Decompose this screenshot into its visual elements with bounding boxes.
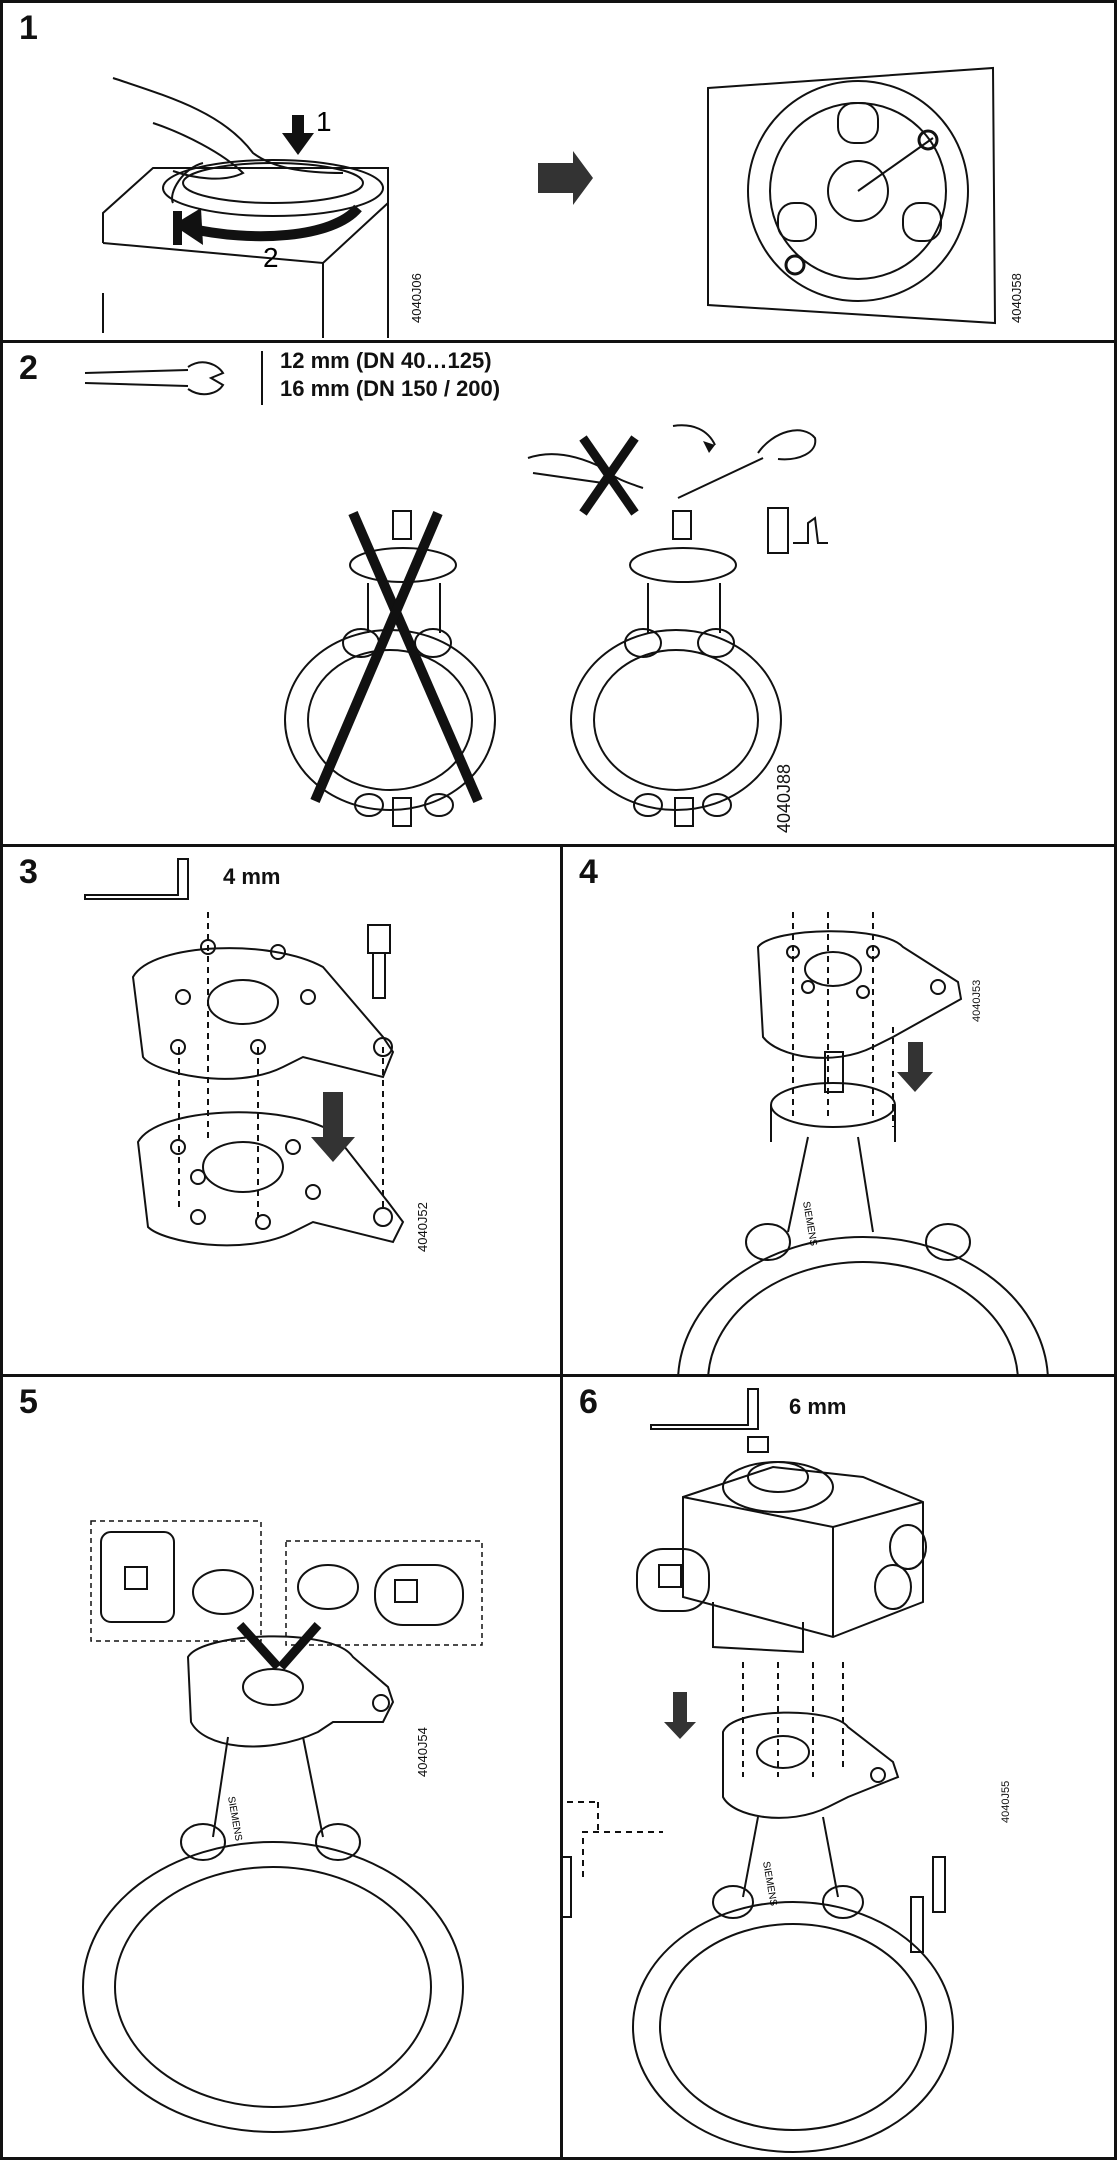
brand-stamp: SIEMENS	[760, 1861, 779, 1908]
wrench-hand-icon	[672, 424, 817, 499]
step-3-code: 4040J52	[415, 1202, 430, 1252]
step-5-panel: 5 SIEMENS 4040J54	[0, 1374, 563, 2160]
adapter-plate-icon	[131, 939, 395, 1080]
valve-flange-plate-icon	[136, 1111, 405, 1247]
step-6-tool-size: 6 mm	[789, 1394, 847, 1419]
step-6-number: 6	[579, 1383, 598, 1421]
screw-icon	[563, 1856, 946, 1953]
butterfly-valve-icon	[677, 1051, 1049, 1374]
step-5-code: 4040J54	[415, 1727, 430, 1777]
down-arrow-icon	[311, 1092, 355, 1162]
cross-mark-icon	[579, 435, 639, 516]
step-2-code: 4040J88	[774, 763, 794, 833]
butterfly-valve-icon	[632, 1816, 954, 2153]
arrow-label-1: 1	[316, 106, 332, 137]
step-6-illustration: SIEMENS	[563, 1388, 954, 2153]
step-5-illustration: SIEMENS	[82, 1520, 483, 2133]
press-arrow-shaft	[292, 115, 304, 135]
rotate-arrow-icon	[186, 204, 362, 242]
hex-key-icon	[84, 858, 189, 900]
actuator-bottom-view-icon	[707, 66, 997, 325]
insert-arrow-right	[277, 1622, 322, 1670]
step-4-illustration: SIEMENS	[677, 912, 1049, 1374]
step-4-number: 4	[579, 853, 598, 891]
step-1-panel: 1 1 2	[0, 0, 1117, 343]
wrench-icon	[84, 361, 225, 396]
cross-line-2	[310, 511, 443, 803]
position-indicator-icon	[100, 1531, 464, 1626]
adapter-plate-icon	[722, 1711, 900, 1819]
step-2-number: 2	[19, 349, 38, 387]
adapter-plate-icon	[186, 1635, 395, 1748]
step-6-code: 4040J55	[1000, 1780, 1012, 1823]
thumbs-up-icon	[767, 507, 828, 554]
step-6-panel: 6	[560, 1374, 1117, 2160]
step-2-sizes: 12 mm (DN 40…125) 16 mm (DN 150 / 200)	[280, 347, 500, 403]
down-arrow-icon	[664, 1692, 696, 1739]
right-arrow-icon	[538, 151, 593, 205]
step-3-illustration	[84, 858, 405, 1247]
step-2-panel: 2	[0, 340, 1117, 847]
size-12mm: 12 mm (DN 40…125)	[280, 348, 492, 373]
press-arrow-icon	[282, 133, 314, 155]
actuator-top-icon	[102, 159, 389, 338]
actuator-icon	[682, 1436, 927, 1654]
butterfly-valve-icon	[570, 510, 782, 827]
size-16mm: 16 mm (DN 150 / 200)	[280, 376, 501, 401]
cross-line-1	[348, 511, 483, 803]
step-3-tool-size: 4 mm	[223, 864, 281, 889]
position-indicator-icon	[636, 1548, 710, 1612]
alignment-guides	[792, 912, 894, 1127]
step-3-number: 3	[19, 853, 38, 891]
alignment-guides	[178, 912, 384, 1222]
step-1-number: 1	[19, 9, 38, 47]
hand-press-rotate-icon	[112, 77, 344, 204]
insert-arrow-left	[236, 1621, 282, 1671]
step-2-illustration	[84, 351, 828, 827]
butterfly-valve-icon	[82, 1736, 464, 2133]
brand-stamp: SIEMENS	[800, 1201, 819, 1248]
arrow-label-2: 2	[263, 242, 279, 273]
adapter-plate-icon	[756, 930, 963, 1059]
indicator-box-right	[285, 1540, 483, 1646]
screw-icon	[367, 924, 391, 999]
step-5-number: 5	[19, 1383, 38, 1421]
step-3-panel: 3 4 mm	[0, 844, 563, 1377]
alignment-guides	[563, 1662, 844, 1877]
indicator-box-left	[90, 1520, 262, 1642]
step-1-illustration: 1 2	[102, 66, 997, 338]
step-1-code-right: 4040J58	[1009, 273, 1024, 323]
step-1-code-left: 4040J06	[409, 273, 424, 323]
step-4-code: 4040J53	[971, 979, 983, 1022]
step-4-panel: 4 SIEMENS 4040J53	[560, 844, 1117, 1377]
brand-stamp: SIEMENS	[225, 1796, 244, 1843]
rotate-arrowhead-icon	[173, 208, 203, 245]
hex-key-icon	[650, 1388, 759, 1430]
down-arrow-icon	[897, 1042, 933, 1092]
